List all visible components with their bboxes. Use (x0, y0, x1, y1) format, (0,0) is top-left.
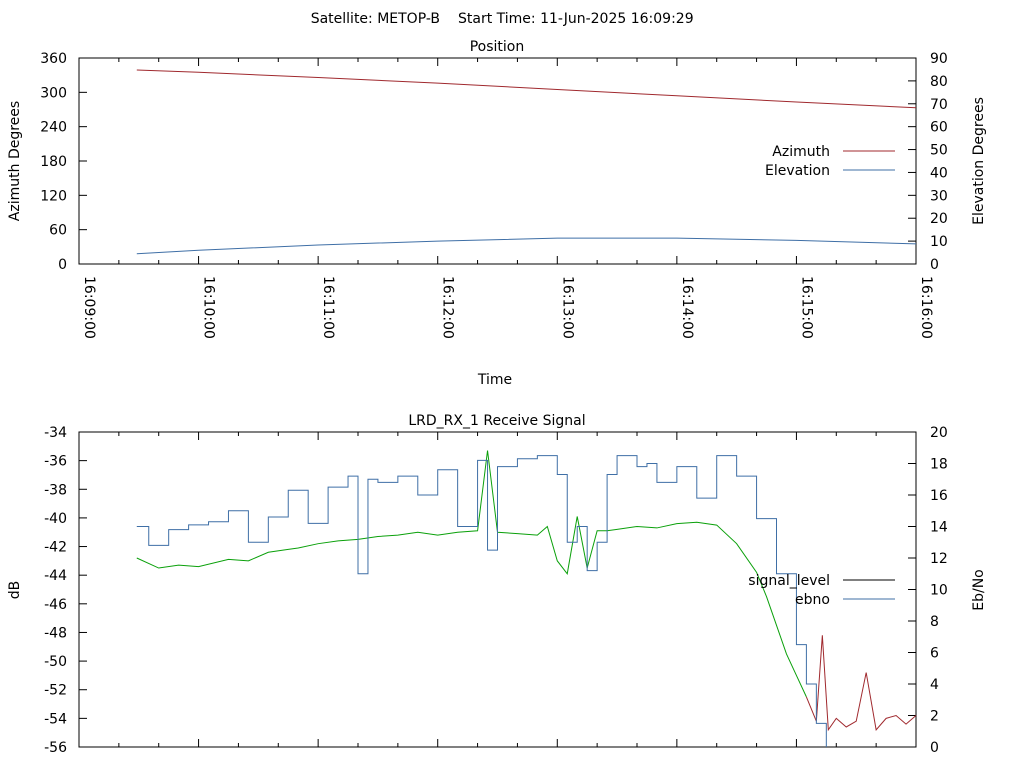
x-tick-label: 16:16:00 (918, 276, 934, 339)
y2-tick-label: 2 (930, 709, 939, 725)
x-tick-label: 16:14:00 (679, 276, 695, 339)
y2-tick-label: 20 (930, 211, 948, 227)
legend-elevation-label: Elevation (765, 163, 830, 179)
position-y2-axis-label: Elevation Degrees (971, 97, 987, 225)
y2-tick-label: 12 (930, 551, 948, 567)
satellite-label: Satellite: METOP-B (311, 11, 440, 27)
y-tick-label: -52 (44, 683, 67, 699)
signal-legend: signal_level ebno (748, 573, 895, 608)
y-tick-label: -48 (44, 625, 67, 641)
ebno-line (136, 455, 827, 747)
y2-tick-label: 10 (930, 234, 948, 250)
y-tick-label: 240 (40, 120, 67, 136)
y2-tick-label: 6 (930, 646, 939, 662)
y-tick-label: -50 (44, 654, 67, 670)
y-tick-label: 60 (49, 223, 67, 239)
y2-tick-label: 0 (930, 740, 939, 756)
x-tick-label: 16:15:00 (798, 276, 814, 339)
y2-tick-label: 0 (930, 257, 939, 273)
legend-ebno-label: ebno (795, 592, 830, 608)
legend-signal-level-label: signal_level (748, 573, 830, 589)
y-tick-label: -44 (44, 568, 67, 584)
y2-tick-label: 80 (930, 74, 948, 90)
start-time-label: Start Time: 11-Jun-2025 16:09:29 (458, 11, 694, 27)
signal-y2-axis-label: Eb/No (971, 569, 987, 611)
y2-tick-label: 90 (930, 51, 948, 67)
y2-tick-label: 50 (930, 143, 948, 159)
azimuth-line (136, 69, 917, 109)
position-y-axis-label: Azimuth Degrees (7, 101, 23, 221)
y-tick-label: 360 (40, 51, 67, 67)
y-tick-label: 120 (40, 188, 67, 204)
signal-y-axis-label: dB (7, 581, 23, 600)
position-chart-title: Position (470, 39, 525, 55)
signal-level-lost-line (805, 635, 917, 732)
legend-azimuth-label: Azimuth (772, 144, 830, 160)
elevation-line (136, 237, 917, 255)
y2-tick-label: 8 (930, 614, 939, 630)
y-tick-label: -40 (44, 511, 67, 527)
x-tick-label: 16:12:00 (440, 276, 456, 339)
y2-tick-label: 10 (930, 583, 948, 599)
y-tick-label: -42 (44, 540, 67, 556)
y-tick-label: -36 (44, 454, 67, 470)
signal-chart-title: LRD_RX_1 Receive Signal (408, 413, 585, 429)
signal-chart: LRD_RX_1 Receive Signal -56 -54 -52 -50 -48 -… (7, 413, 987, 756)
y-tick-label: 180 (40, 154, 67, 170)
x-tick-label: 16:09:00 (81, 276, 97, 339)
y-tick-label: -38 (44, 482, 67, 498)
y2-tick-label: 30 (930, 188, 948, 204)
y2-tick-label: 60 (930, 120, 948, 136)
signal-level-line (136, 450, 807, 698)
y-tick-label: 300 (40, 85, 67, 101)
y-tick-label: -34 (44, 425, 67, 441)
y2-tick-label: 16 (930, 488, 948, 504)
position-x-axis-label: Time (477, 372, 512, 388)
y2-tick-label: 40 (930, 165, 948, 181)
y-tick-label: -46 (44, 597, 67, 613)
y2-tick-label: 20 (930, 425, 948, 441)
y2-tick-label: 18 (930, 457, 948, 473)
position-legend: Azimuth Elevation (765, 144, 895, 179)
y2-tick-label: 4 (930, 677, 939, 693)
y-tick-label: -56 (44, 740, 67, 756)
position-plot-frame (78, 57, 917, 265)
x-tick-label: 16:13:00 (559, 276, 575, 339)
x-tick-label: 16:10:00 (201, 276, 217, 339)
y-tick-label: 0 (58, 257, 67, 273)
y-tick-label: -54 (44, 711, 67, 727)
y2-tick-label: 14 (930, 520, 948, 536)
x-tick-label: 16:11:00 (320, 276, 336, 339)
y2-tick-label: 70 (930, 97, 948, 113)
position-chart: Position 0 60 120 180 240 300 360 0 10 20 30 40 50 60… (7, 39, 987, 388)
